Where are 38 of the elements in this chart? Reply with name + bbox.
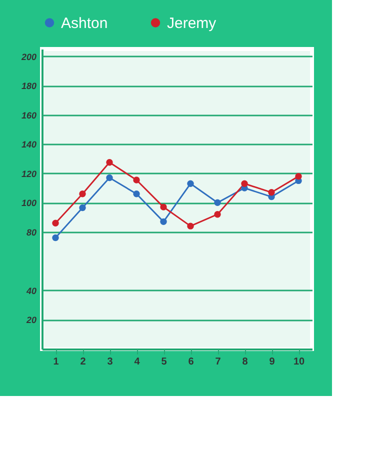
x-tick-label: 6: [188, 356, 194, 368]
point: [52, 234, 59, 242]
point: [79, 204, 86, 212]
point: [214, 211, 221, 218]
legend-label: Jeremy: [167, 14, 217, 32]
y-tick-label: 160: [21, 110, 36, 120]
point: [187, 222, 194, 230]
point: [133, 190, 140, 198]
point: [214, 199, 221, 206]
point: [52, 220, 59, 226]
x-tick-label: 3: [107, 356, 114, 368]
y-tick-label: 140: [21, 140, 36, 150]
x-tick-label: 9: [269, 356, 276, 368]
y-tick-label: 200: [20, 52, 36, 62]
point: [160, 204, 167, 210]
point: [79, 190, 86, 198]
x-tick-label: 4: [134, 356, 140, 368]
y-tick-label: 100: [21, 198, 36, 208]
point: [187, 180, 194, 187]
y-tick-label: 80: [26, 227, 36, 238]
point: [106, 174, 113, 182]
y-tick-label: 40: [25, 286, 36, 296]
point: [133, 176, 140, 184]
legend-label: Ashton: [61, 14, 108, 32]
x-tick-label: 10: [293, 356, 305, 368]
x-tick-label: 8: [242, 356, 248, 368]
y-tick-label: 20: [25, 315, 36, 326]
x-tick-label: 2: [80, 356, 86, 368]
point: [106, 159, 113, 166]
point: [160, 218, 167, 226]
y-tick-label: 120: [21, 168, 36, 179]
x-tick-label: 1: [53, 356, 60, 368]
x-tick-label: 5: [161, 356, 168, 368]
point: [295, 172, 302, 180]
point: [241, 180, 248, 187]
y-tick-label: 180: [21, 81, 36, 92]
x-tick-label: 7: [215, 356, 222, 368]
point: [268, 189, 275, 196]
